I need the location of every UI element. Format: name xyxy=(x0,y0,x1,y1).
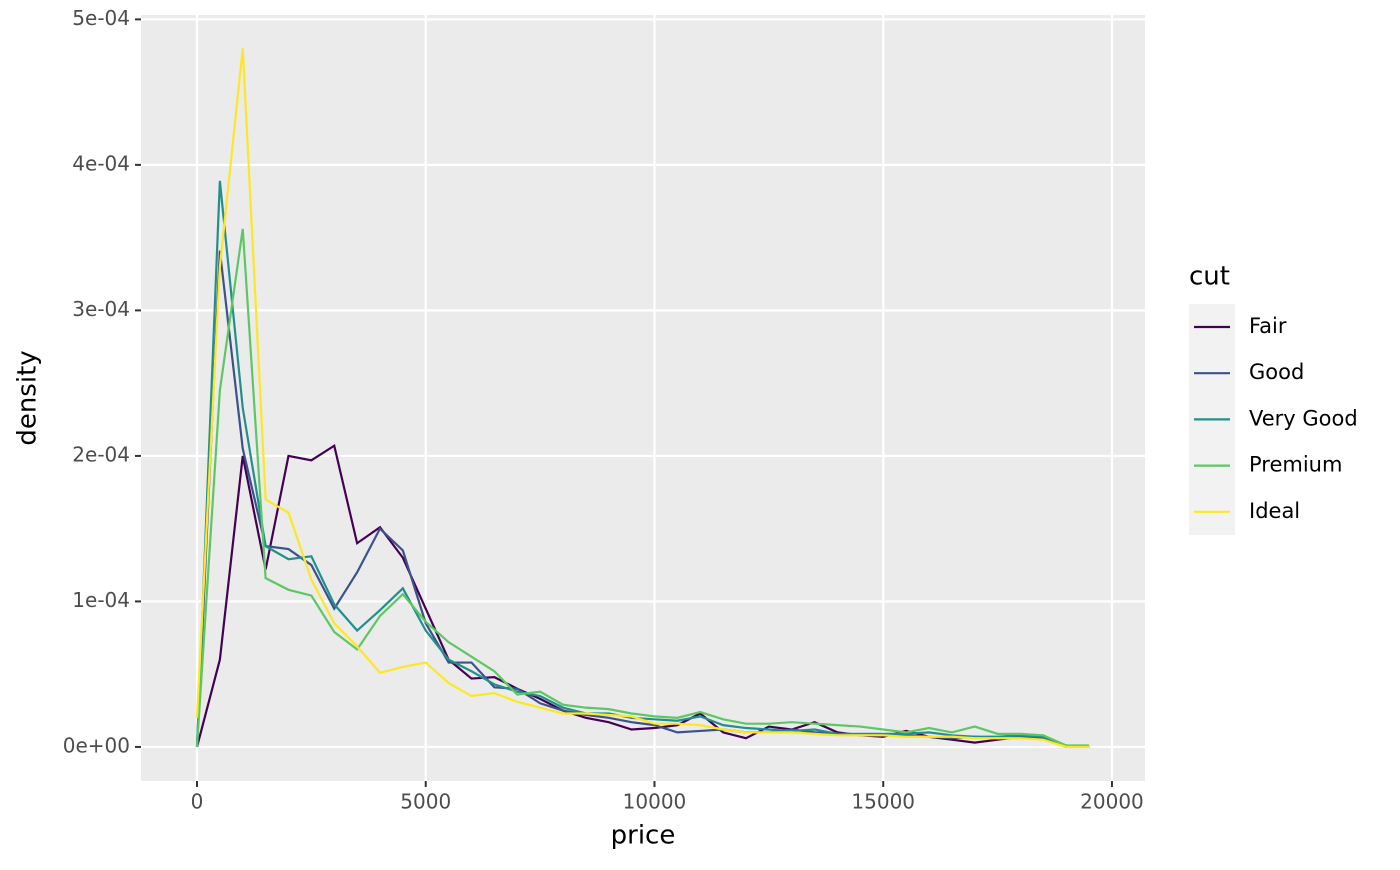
panel xyxy=(141,15,1145,781)
y-tick-label: 3e-04 xyxy=(72,297,130,321)
y-tick-label: 1e-04 xyxy=(72,588,130,612)
legend-label: Fair xyxy=(1249,314,1287,338)
y-tick-label: 2e-04 xyxy=(72,442,130,466)
legend-label: Very Good xyxy=(1249,406,1358,430)
x-tick-label: 20000 xyxy=(1080,790,1144,814)
x-axis-title: price xyxy=(611,821,676,851)
legend-title: cut xyxy=(1189,262,1230,292)
series-line xyxy=(195,228,1090,748)
x-tick-label: 0 xyxy=(191,790,204,814)
y-axis-title: density xyxy=(13,350,43,445)
series-line xyxy=(195,180,1090,749)
series-line xyxy=(195,48,1090,749)
x-tick-label: 10000 xyxy=(623,790,687,814)
legend-label: Premium xyxy=(1249,453,1342,477)
y-tick-label: 4e-04 xyxy=(72,151,130,175)
legend-label: Good xyxy=(1249,360,1304,384)
y-tick-label: 0e+00 xyxy=(63,733,130,757)
x-tick-label: 15000 xyxy=(851,790,915,814)
x-tick-label: 5000 xyxy=(400,790,451,814)
y-tick-label: 5e-04 xyxy=(72,6,130,30)
legend-label: Ideal xyxy=(1249,499,1300,523)
